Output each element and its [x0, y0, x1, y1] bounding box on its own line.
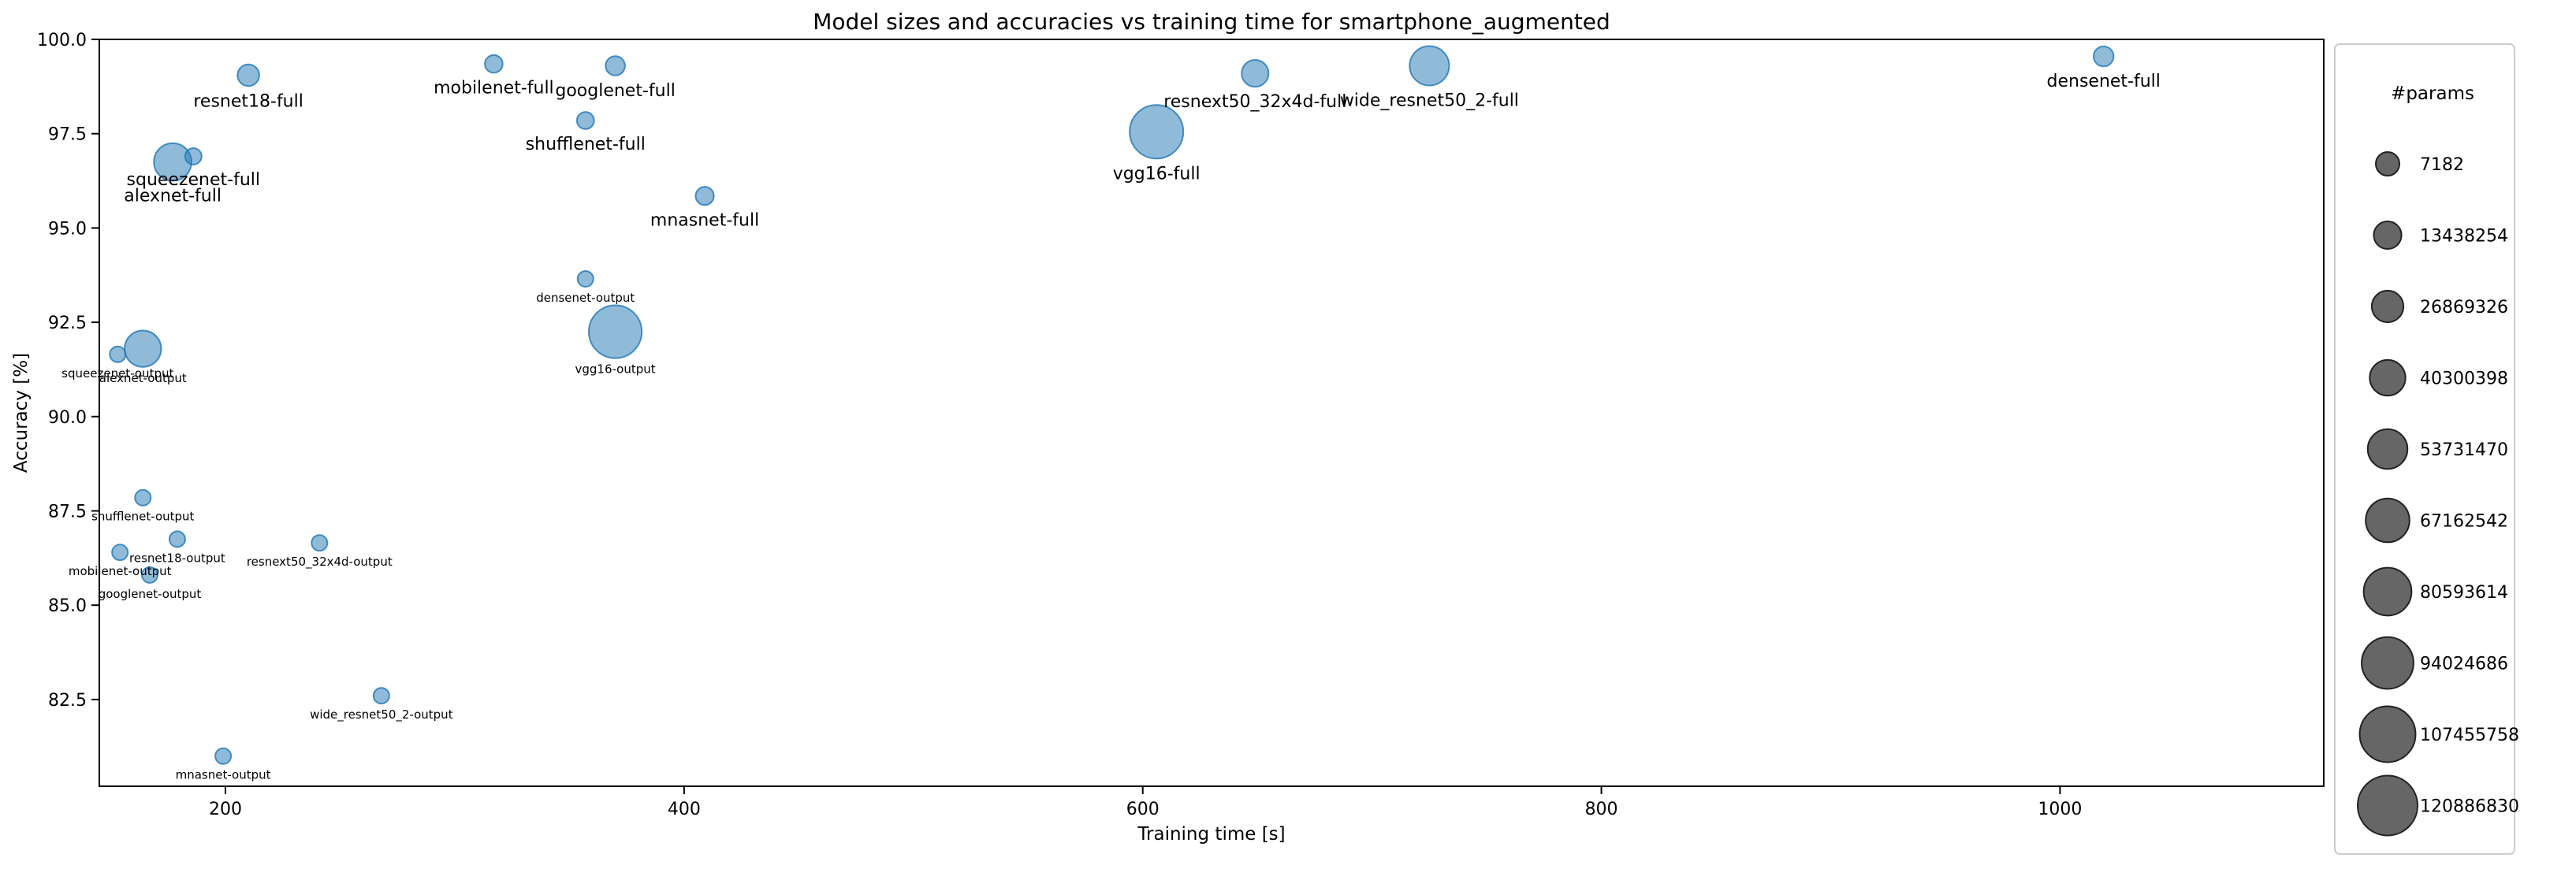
data-point — [2093, 45, 2115, 68]
point-label: alexnet-output — [99, 371, 187, 385]
data-point — [109, 345, 127, 363]
legend-marker — [2366, 428, 2409, 470]
point-label: resnet18-output — [129, 551, 225, 565]
legend: #params 7182 13438254 26869326 40300398 5373… — [2334, 43, 2519, 855]
data-point — [588, 304, 643, 359]
legend-marker — [2375, 151, 2400, 176]
data-point — [168, 530, 186, 548]
y-axis: 82.5 85.0 87.5 90.0 92.5 95.0 97.5 100.0 — [37, 31, 99, 711]
data-point — [134, 488, 152, 507]
data-point — [214, 747, 233, 765]
point-label: vgg16-full — [1113, 164, 1201, 184]
point-label: resnext50_32x4d-full — [1163, 92, 1346, 112]
point-label: wide_resnet50_2-full — [1340, 91, 1519, 111]
data-point — [1409, 45, 1450, 87]
legend-entry-label: 40300398 — [2420, 369, 2508, 389]
y-tick-label: 92.5 — [48, 314, 87, 333]
point-label: densenet-output — [536, 291, 635, 305]
point-label: shufflenet-output — [91, 510, 194, 524]
data-point — [311, 534, 329, 552]
data-point — [605, 55, 626, 76]
data-point — [575, 111, 595, 130]
legend-marker — [2358, 705, 2417, 763]
data-point — [576, 270, 594, 288]
y-tick-label: 100.0 — [37, 31, 87, 50]
legend-marker — [2361, 636, 2414, 690]
data-points — [109, 45, 2115, 765]
y-tick-label: 87.5 — [48, 502, 87, 522]
legend-marker — [2369, 358, 2407, 397]
legend-entry-label: 13438254 — [2420, 227, 2508, 247]
data-point — [1129, 104, 1185, 160]
legend-entry-label: 94024686 — [2420, 655, 2508, 674]
data-point — [1241, 59, 1270, 88]
legend-entry-label: 80593614 — [2420, 583, 2508, 603]
data-point — [236, 63, 260, 87]
legend-entry-label: 26869326 — [2420, 298, 2508, 317]
data-point — [694, 186, 715, 206]
legend-marker — [2365, 497, 2410, 544]
x-tick-label: 800 — [1585, 800, 1618, 819]
point-label: resnext50_32x4d-output — [247, 555, 393, 570]
point-label: squeezenet-full — [127, 170, 260, 190]
y-tick-label: 85.0 — [48, 596, 87, 616]
legend-marker — [2370, 289, 2405, 324]
data-point — [111, 544, 129, 562]
x-tick-label: 600 — [1126, 800, 1160, 819]
data-point — [484, 54, 504, 74]
point-label: googlenet-full — [555, 81, 675, 101]
data-point — [372, 687, 390, 705]
point-label: mnasnet-output — [176, 768, 271, 782]
legend-entry-label: 107455758 — [2420, 726, 2519, 745]
y-tick-label: 82.5 — [48, 691, 87, 711]
legend-marker — [2373, 220, 2403, 251]
point-label: mobilenet-full — [434, 78, 554, 98]
chart-title: Model sizes and accuracies vs training t… — [813, 9, 1610, 35]
y-tick-label: 90.0 — [48, 408, 87, 428]
x-axis-label: Training time [s] — [1137, 824, 1285, 845]
data-point — [124, 329, 162, 368]
y-tick-label: 95.0 — [48, 219, 87, 239]
point-labels: resnet18-full mobilenet-full googlenet-ful… — [61, 72, 2161, 782]
point-label: shufflenet-full — [526, 135, 646, 154]
legend-entry-label: 53731470 — [2420, 440, 2508, 460]
legend-title: #params — [2391, 84, 2474, 104]
y-axis-label: Accuracy [%] — [11, 353, 32, 473]
data-point — [184, 147, 203, 165]
point-label: alexnet-full — [124, 186, 221, 206]
point-label: densenet-full — [2047, 72, 2161, 91]
x-tick-label: 400 — [668, 800, 701, 819]
point-label: mobilenet-output — [69, 564, 172, 578]
point-label: googlenet-output — [99, 587, 202, 601]
point-label: vgg16-output — [575, 362, 655, 377]
legend-marker — [2357, 774, 2418, 837]
x-tick-label: 1000 — [2038, 800, 2082, 819]
point-label: mnasnet-full — [650, 210, 759, 230]
point-label: wide_resnet50_2-output — [310, 707, 453, 722]
y-tick-label: 97.5 — [48, 125, 87, 145]
x-axis: 200 400 600 800 1000 — [209, 786, 2082, 819]
legend-entry-label: 120886830 — [2420, 797, 2519, 817]
legend-entry-label: 67162542 — [2420, 512, 2508, 532]
point-label: resnet18-full — [193, 91, 303, 111]
x-tick-label: 200 — [209, 800, 242, 819]
data-point — [141, 566, 159, 584]
legend-entry-label: 7182 — [2420, 155, 2464, 175]
legend-marker — [2362, 566, 2413, 617]
plot-area-frame — [99, 39, 2325, 787]
point-label: squeezenet-output — [61, 366, 173, 381]
